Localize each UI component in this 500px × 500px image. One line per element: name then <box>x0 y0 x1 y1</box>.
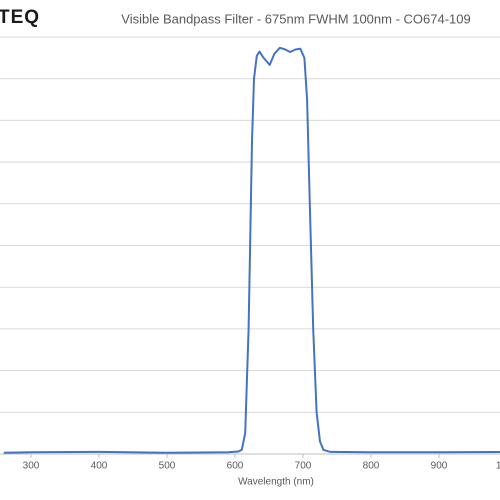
x-tick-label: 500 <box>159 461 176 472</box>
chart-title: Visible Bandpass Filter - 675nm FWHM 100… <box>121 11 470 26</box>
x-tick-label: 800 <box>363 461 380 472</box>
x-tick-label: 300 <box>23 461 40 472</box>
x-tick-label: 900 <box>431 461 448 472</box>
x-tick-label: 600 <box>227 461 244 472</box>
x-tick-label: 700 <box>295 461 312 472</box>
x-axis-label: Wavelength (nm) <box>238 477 314 488</box>
series-line <box>3 46 500 454</box>
x-tick-label: 1000 <box>496 461 500 472</box>
logo: TEQ <box>0 7 40 28</box>
x-tick-label: 400 <box>91 461 108 472</box>
